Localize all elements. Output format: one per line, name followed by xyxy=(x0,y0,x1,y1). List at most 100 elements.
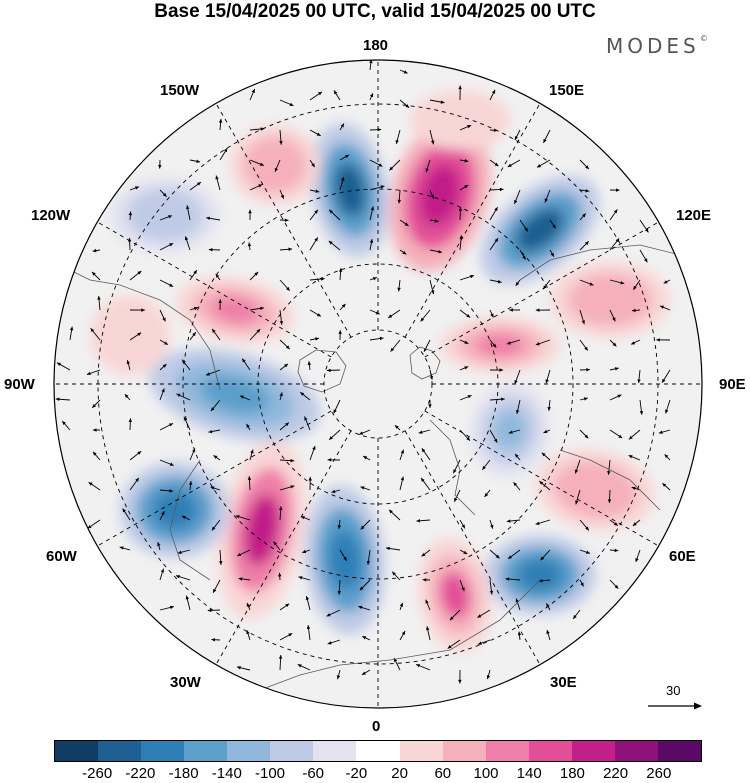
wind-vector-head xyxy=(193,306,198,311)
wind-vector-head xyxy=(583,397,588,401)
wind-vector-head xyxy=(421,448,426,453)
wind-vector-head xyxy=(326,368,331,373)
meridian-line xyxy=(215,430,352,665)
wind-vector-head xyxy=(508,430,513,434)
wind-vector-head xyxy=(62,421,66,425)
wind-vector-head xyxy=(259,162,264,166)
wind-vector-head xyxy=(218,118,223,123)
wind-vector-head xyxy=(211,526,216,531)
colorbar-tick-label: -220 xyxy=(125,765,156,782)
wind-vector-head xyxy=(612,342,617,347)
wind-vector-head xyxy=(279,140,283,145)
wind-vector-head xyxy=(615,188,620,192)
wind-vector-head xyxy=(429,375,434,380)
meridian-line xyxy=(424,221,659,358)
wind-vector-head xyxy=(628,455,633,459)
wind-vector-head xyxy=(581,320,585,325)
wind-vector-head xyxy=(575,500,579,505)
wind-vector-head xyxy=(164,341,169,345)
wind-vector-head xyxy=(333,90,338,95)
wind-vector-head xyxy=(492,343,497,348)
wind-vector-head xyxy=(663,280,668,284)
wind-vector-head xyxy=(491,89,496,94)
wind-vector-head xyxy=(517,631,522,636)
wind-vector-head xyxy=(236,666,241,670)
wind-vector-head xyxy=(484,493,489,497)
wind-vector-head xyxy=(513,482,518,487)
wind-vector-head xyxy=(176,575,180,579)
wind-vector-head xyxy=(499,187,504,192)
label-lon-0: 0 xyxy=(372,718,381,735)
wind-vector-head xyxy=(662,483,667,487)
wind-vector-head xyxy=(213,455,218,459)
colorbar-swatch xyxy=(399,741,443,761)
wind-vector-head xyxy=(278,655,283,659)
wind-vector-head xyxy=(547,406,551,411)
wind-vector-head xyxy=(298,576,303,580)
wind-vector-head xyxy=(288,633,293,637)
meridian-line xyxy=(215,103,352,338)
anomaly-contour xyxy=(90,295,170,375)
wind-vector-head xyxy=(662,378,666,383)
map-boundary xyxy=(53,59,703,709)
wind-vector-head xyxy=(169,462,174,466)
meridian-line xyxy=(97,410,332,547)
wind-vector-head xyxy=(223,148,228,153)
wind-vector-field xyxy=(55,60,671,684)
wind-vector-head xyxy=(430,290,435,295)
wind-vector-head xyxy=(416,664,421,668)
wind-vector-head xyxy=(205,372,210,376)
wind-vector-head xyxy=(343,556,347,561)
wind-vector-head xyxy=(449,616,454,621)
land-outlines xyxy=(69,244,681,691)
wind-vector-head xyxy=(613,522,618,526)
wind-vector-head xyxy=(92,404,97,408)
wind-vector-head xyxy=(213,588,217,593)
wind-vector-head xyxy=(586,550,590,554)
wind-vector-head xyxy=(279,321,284,325)
wind-vector-head xyxy=(665,409,669,414)
wind-vector-head xyxy=(425,168,429,173)
wind-vector-head xyxy=(315,189,320,193)
wind-vector-head xyxy=(345,154,349,159)
label-lon-180: 180 xyxy=(363,37,389,54)
wind-vector-head xyxy=(169,605,174,610)
wind-vector-head xyxy=(285,603,290,608)
wind-vector-head xyxy=(87,524,92,529)
wind-vector-head xyxy=(486,675,491,680)
wind-vector-head xyxy=(196,182,201,186)
wind-vector-head xyxy=(169,243,174,247)
wind-vector-head xyxy=(162,364,167,368)
wind-vector-head xyxy=(507,163,512,167)
colorbar-swatch xyxy=(356,741,400,761)
colorbar-swatch xyxy=(442,741,486,761)
colorbar-tick-label: 140 xyxy=(516,765,542,782)
wind-vector-head xyxy=(260,127,265,131)
wind-vector-head xyxy=(168,215,173,219)
wind-vector-head xyxy=(258,184,263,188)
wind-vector-head xyxy=(246,630,250,635)
anomaly-contour xyxy=(200,376,270,414)
wind-vector-head xyxy=(658,430,663,434)
wind-vector-head xyxy=(379,336,384,341)
wind-vector-head xyxy=(161,511,165,516)
wind-vector-head xyxy=(430,140,435,145)
wind-vector-head xyxy=(305,596,310,600)
wind-vector-head xyxy=(176,393,181,397)
colorbar-swatch xyxy=(571,741,615,761)
wind-vector-head xyxy=(466,436,470,441)
wind-vector-head xyxy=(254,271,259,276)
wind-vector-head xyxy=(489,590,494,595)
anomaly-contour xyxy=(440,572,470,618)
colorbar xyxy=(54,740,702,762)
label-lon-60w: 60W xyxy=(46,548,77,565)
wind-vector-head xyxy=(535,308,540,312)
wind-vector-head xyxy=(122,508,126,513)
anomaly-fields xyxy=(90,90,670,653)
wind-vector-head xyxy=(494,238,499,243)
wind-vector-head xyxy=(128,211,133,216)
wind-vector-head xyxy=(286,286,290,291)
wind-vector-head xyxy=(186,205,190,210)
wind-vector-head xyxy=(126,360,131,365)
colorbar-swatch xyxy=(313,741,357,761)
